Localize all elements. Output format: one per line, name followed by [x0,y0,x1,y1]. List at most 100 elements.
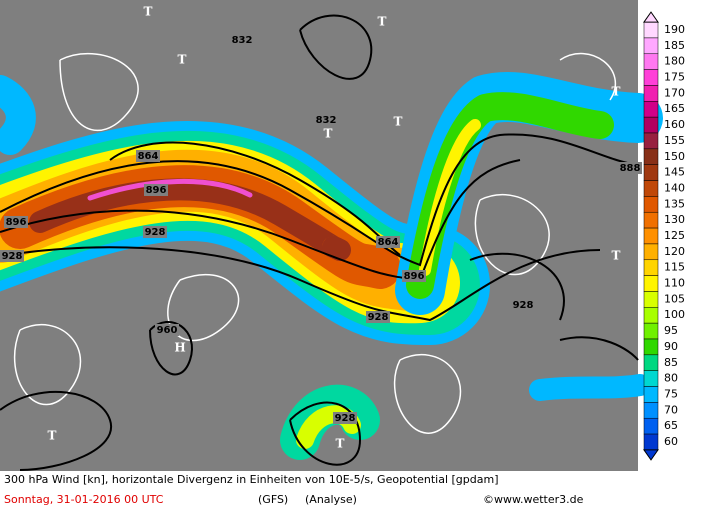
colorbar-label: 85 [664,356,678,369]
contour-label-bg [136,150,160,162]
contour-label: 896 [404,271,425,282]
colorbar-swatch [643,164,659,181]
colorbar: 190 185 180 175 170 165 160 155 150 145 140 135 130 1… [643,11,685,461]
colorbar-label: 140 [664,181,685,194]
colorbar-label: 130 [664,213,685,226]
colorbar-label: 135 [664,197,685,210]
contour-label: 896 [146,185,167,196]
colorbar-swatch [643,116,659,134]
colorbar-label: 115 [664,261,685,274]
divergence-contours [14,52,617,434]
contour-label: 864 [138,151,159,162]
wind-field [0,72,663,460]
colorbar-bottom-arrow [643,449,659,461]
pressure-marker: T [324,127,333,141]
colorbar-swatch [643,85,659,102]
contour-label: 928 [2,251,23,262]
colorbar-top-arrow [643,11,659,23]
colorbar-label: 175 [664,71,685,84]
contour-label-bg [0,250,24,262]
contour-label-bg [230,34,254,46]
colorbar-label: 150 [664,150,685,163]
colorbar-label: 170 [664,86,685,99]
colorbar-label: 100 [664,308,685,321]
contour-label: 928 [145,227,166,238]
colorbar-label: 110 [664,277,685,290]
contour-label-bg [4,216,28,228]
pressure-marker: T [336,437,345,451]
colorbar-swatch [643,354,659,371]
colorbar-swatch [643,101,659,118]
footer-description: 300 hPa Wind [kn], horizontale Divergenz… [4,473,499,486]
colorbar-label: 75 [664,387,678,400]
contour-label: 928 [513,300,534,311]
colorbar-swatch [643,433,659,451]
colorbar-swatch [643,275,659,292]
colorbar-label: 80 [664,372,678,385]
contour-label-bg [314,114,338,126]
colorbar-swatch [643,338,659,356]
colorbar-swatch [643,196,659,213]
contour-label-bg [366,311,390,323]
pressure-marker: T [612,85,621,99]
colorbar-label: 165 [664,102,685,115]
contour-label: 832 [232,35,253,46]
colorbar-swatch [643,180,659,197]
contour-label: 888 [620,163,641,174]
colorbar-swatch [643,132,659,150]
footer-model: (GFS) [258,493,288,506]
contour-label: 864 [378,237,399,248]
colorbar-swatch [643,259,659,276]
colorbar-swatch [643,386,659,403]
colorbar-swatch [643,322,659,340]
colorbar-label: 95 [664,324,678,337]
colorbar-swatch [643,227,659,245]
colorbar-swatch [643,370,659,387]
pressure-marker: T [178,53,187,67]
colorbar-swatch [643,417,659,435]
colorbar-swatch [643,211,659,229]
footer-date: Sonntag, 31-01-2016 00 UTC [4,493,164,506]
colorbar-label: 90 [664,340,678,353]
colorbar-swatch [643,243,659,261]
pressure-marker: T [378,15,387,29]
contour-label-bg [144,184,168,196]
colorbar-label: 145 [664,166,685,179]
colorbar-swatch [643,148,659,165]
colorbar-swatch [643,37,659,55]
contour-label-bg [143,226,167,238]
colorbar-label: 70 [664,403,678,416]
west-wind-band [0,75,36,155]
contour-label: 832 [316,115,337,126]
colorbar-swatch [643,69,659,86]
footer-run: (Analyse) [305,493,357,506]
colorbar-label: 105 [664,292,685,305]
colorbar-label: 125 [664,229,685,242]
colorbar-label: 190 [664,23,685,36]
colorbar-label: 180 [664,55,685,68]
main-jet [0,120,490,345]
contour-label-bg [155,324,179,336]
pressure-marker: H [174,341,185,355]
colorbar-swatch [643,402,659,419]
footer-credit: ©www.wetter3.de [483,493,584,506]
colorbar-label: 155 [664,134,685,147]
colorbar-label: 160 [664,118,685,131]
contour-label-bg [511,299,535,311]
colorbar-label: 65 [664,419,678,432]
pressure-marker: T [144,5,153,19]
pressure-marker: T [612,249,621,263]
contour-label-bg [618,162,642,174]
contour-label: 960 [157,325,178,336]
pressure-marker: T [394,115,403,129]
geopotential-contours [0,14,639,471]
contour-label-bg [376,236,400,248]
colorbar-swatch [643,21,659,39]
colorbar-swatch [643,53,659,70]
east-wind-band [529,374,651,401]
pressure-marker: T [48,429,57,443]
contour-label-bg [333,412,357,424]
colorbar-swatch [643,307,659,324]
colorbar-label: 120 [664,245,685,258]
